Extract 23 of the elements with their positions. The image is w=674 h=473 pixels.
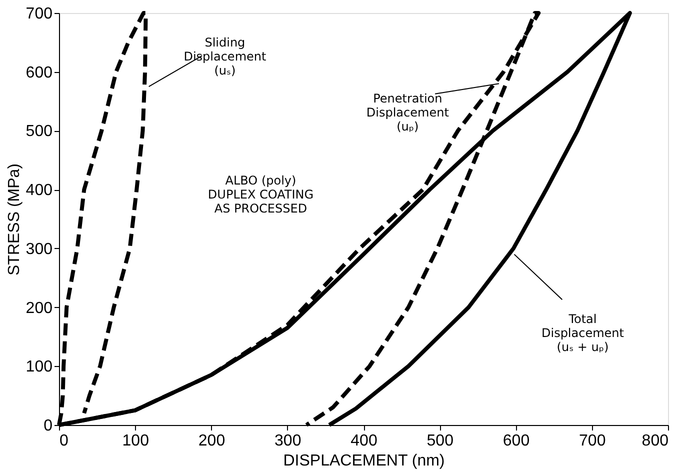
x-tick-label: 0 bbox=[60, 432, 68, 450]
y-tick-label: 700 bbox=[26, 6, 53, 22]
x-tick-label: 800 bbox=[642, 432, 669, 450]
x-axis-title: DISPLACEMENT (nm) bbox=[283, 452, 445, 470]
x-tick-label: 700 bbox=[579, 432, 606, 450]
x-tick-label: 500 bbox=[426, 432, 454, 450]
y-axis-title: STRESS (MPa) bbox=[6, 163, 23, 276]
x-tick-label: 300 bbox=[274, 432, 302, 450]
y-tick-label: 200 bbox=[26, 300, 53, 317]
x-tick-label: 100 bbox=[122, 432, 150, 450]
y-tick-label: 0 bbox=[44, 418, 53, 434]
x-tick-label: 200 bbox=[198, 432, 226, 450]
annotation: Penetration Displacement (uₚ) bbox=[366, 91, 450, 134]
x-tick-label: 400 bbox=[350, 432, 378, 450]
y-tick-label: 600 bbox=[26, 64, 53, 82]
annotation: ALBO (poly) DUPLEX COATING AS PROCESSED bbox=[208, 174, 314, 216]
x-tick-label: 600 bbox=[502, 432, 530, 450]
annotation: Total Displacement (uₛ + uₚ) bbox=[541, 312, 624, 354]
y-tick-label: 400 bbox=[26, 182, 53, 200]
annotation: Sliding Displacement (uₛ) bbox=[184, 35, 266, 78]
y-tick-label: 100 bbox=[26, 358, 53, 376]
y-tick-label: 500 bbox=[26, 123, 53, 140]
y-tick-label: 300 bbox=[26, 240, 53, 258]
